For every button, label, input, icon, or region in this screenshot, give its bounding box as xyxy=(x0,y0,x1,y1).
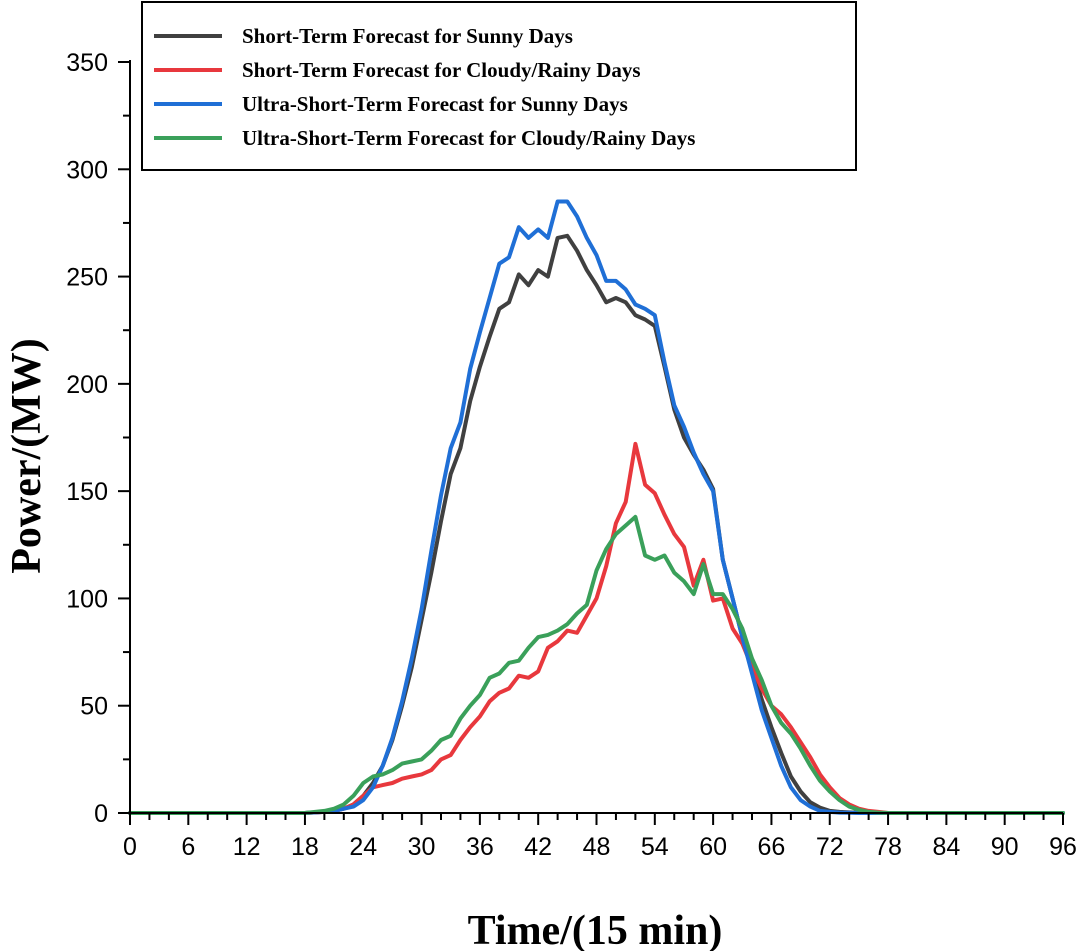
legend-label-4: Ultra-Short-Term Forecast for Cloudy/Rai… xyxy=(242,126,695,150)
y-tick-label-100: 100 xyxy=(66,585,108,613)
legend-label-3: Ultra-Short-Term Forecast for Sunny Days xyxy=(242,92,628,116)
x-tick-label-12: 12 xyxy=(233,833,261,861)
x-tick-label-42: 42 xyxy=(524,833,552,861)
x-tick-label-84: 84 xyxy=(932,833,960,861)
legend: Short-Term Forecast for Sunny Days Short-… xyxy=(141,1,857,171)
x-tick-label-78: 78 xyxy=(874,833,902,861)
y-tick-label-0: 0 xyxy=(94,800,108,828)
x-tick-label-48: 48 xyxy=(583,833,611,861)
x-tick-label-60: 60 xyxy=(699,833,727,861)
y-tick-label-300: 300 xyxy=(66,156,108,184)
series-line-3 xyxy=(128,199,1065,815)
legend-box xyxy=(141,1,857,171)
legend-label-2: Short-Term Forecast for Cloudy/Rainy Day… xyxy=(242,58,641,82)
y-tick-label-150: 150 xyxy=(66,478,108,506)
y-axis-title: Power/(MW) xyxy=(4,338,50,574)
x-tick-label-54: 54 xyxy=(641,833,669,861)
x-axis-title: Time/(15 min) xyxy=(468,908,723,951)
legend-label-1: Short-Term Forecast for Sunny Days xyxy=(242,24,573,48)
y-tick-label-50: 50 xyxy=(80,693,108,721)
x-tick-label-6: 6 xyxy=(181,833,195,861)
x-tick-label-72: 72 xyxy=(816,833,844,861)
series-line-1 xyxy=(128,233,1065,815)
y-tick-label-350: 350 xyxy=(66,49,108,77)
series-layer xyxy=(128,199,1065,815)
x-tick-label-90: 90 xyxy=(991,833,1019,861)
series-line-4 xyxy=(128,514,1065,815)
x-tick-label-18: 18 xyxy=(291,833,319,861)
y-tick-label-200: 200 xyxy=(66,371,108,399)
x-tick-label-96: 96 xyxy=(1049,833,1077,861)
axes-layer: 0 50 100 150 200 250 300 350 0 6 12 18 24 30 36 42 48 54 6… xyxy=(66,49,1077,861)
x-tick-label-24: 24 xyxy=(349,833,377,861)
x-tick-label-36: 36 xyxy=(466,833,494,861)
x-tick-label-0: 0 xyxy=(123,833,137,861)
y-tick-label-250: 250 xyxy=(66,264,108,292)
series-line-2 xyxy=(128,441,1065,815)
x-tick-label-66: 66 xyxy=(758,833,786,861)
x-tick-label-30: 30 xyxy=(408,833,436,861)
